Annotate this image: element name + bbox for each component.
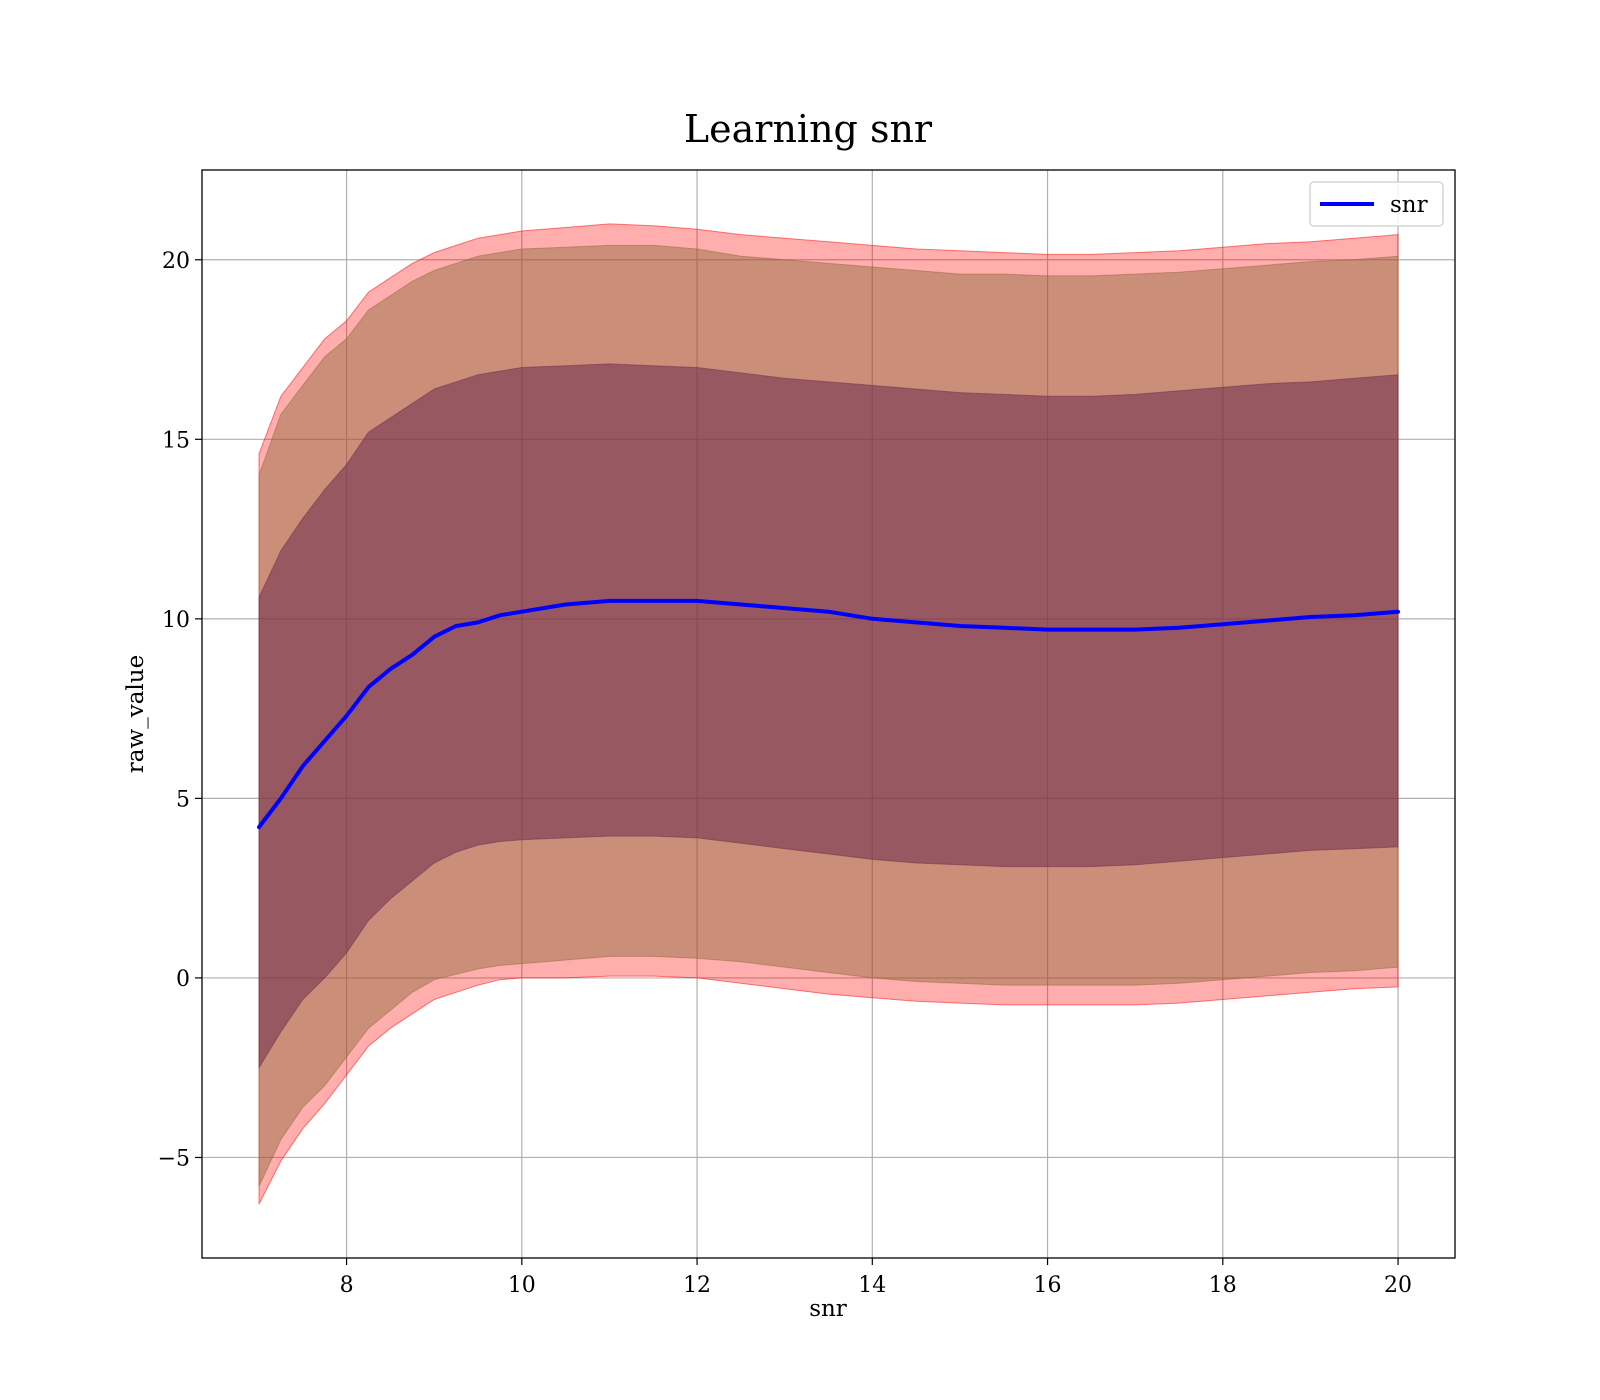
x-tick-label-2: 12	[683, 1273, 711, 1298]
band-inner	[258, 363, 1399, 1070]
plot-frame	[201, 169, 1456, 1259]
x-tick-label-6: 20	[1384, 1273, 1412, 1298]
y-tick-label-3: 10	[162, 608, 190, 633]
series-line-snr	[257, 598, 1400, 830]
chart-title: Learning snr	[684, 107, 933, 151]
confidence-bands	[258, 223, 1399, 1205]
y-tick-label-5: 20	[162, 249, 190, 274]
y-tick-label-2: 5	[176, 787, 190, 812]
x-tick-label-5: 18	[1209, 1273, 1237, 1298]
series-lines	[257, 598, 1400, 830]
legend: snr	[1309, 181, 1444, 227]
y-tick-label-0: −5	[158, 1146, 190, 1171]
x-axis-ticks: 8 10 12 14 16 18 20	[340, 1258, 1412, 1298]
legend-box	[1309, 181, 1444, 227]
y-tick-label-1: 0	[176, 967, 190, 992]
y-axis-label: raw_value	[123, 655, 149, 773]
x-tick-label-1: 10	[508, 1273, 536, 1298]
y-axis-ticks: −5 0 5 10 15 20	[158, 249, 202, 1171]
y-tick-label-4: 15	[162, 428, 190, 453]
x-tick-label-0: 8	[340, 1273, 354, 1298]
x-axis-label: snr	[809, 1296, 847, 1322]
legend-label-snr: snr	[1390, 192, 1428, 218]
x-tick-label-4: 16	[1034, 1273, 1062, 1298]
x-tick-label-3: 14	[858, 1273, 886, 1298]
